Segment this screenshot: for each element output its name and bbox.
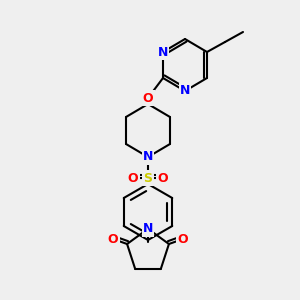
Text: N: N: [143, 151, 153, 164]
Text: O: O: [143, 92, 153, 104]
Text: N: N: [158, 46, 168, 59]
Text: S: S: [143, 172, 152, 184]
Text: O: O: [108, 232, 118, 245]
Text: O: O: [158, 172, 168, 184]
Text: N: N: [143, 222, 153, 235]
Text: N: N: [180, 85, 190, 98]
Text: O: O: [178, 232, 188, 245]
Text: O: O: [128, 172, 138, 184]
